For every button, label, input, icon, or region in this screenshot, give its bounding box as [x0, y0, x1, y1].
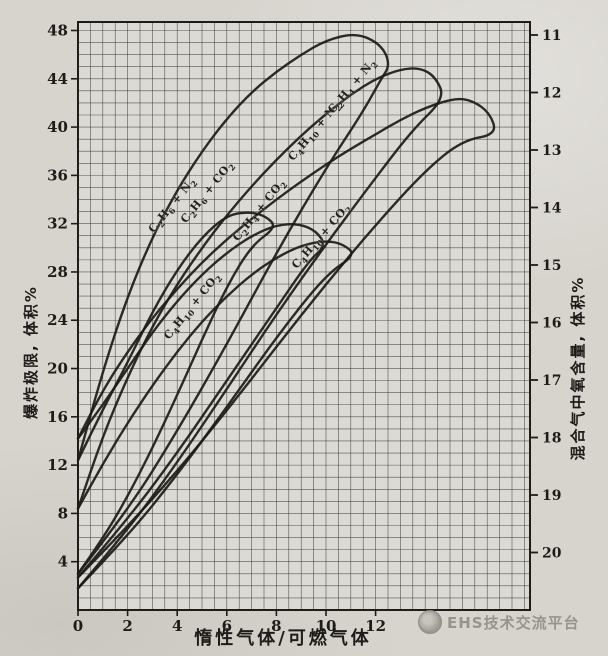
x-axis-title: 惰性气体/可燃气体 [194, 628, 372, 649]
x-tick-label: 10 [316, 617, 337, 635]
envelope-curve-C2H4+CO2 [76, 222, 325, 579]
y-right-tick-label: 13 [542, 143, 561, 159]
x-tick-label: 8 [271, 617, 281, 635]
x-tick-label: 12 [365, 617, 386, 635]
y-left-tick-label: 24 [47, 311, 68, 329]
watermark: EHS技术交流平台 [418, 610, 580, 634]
y-left-tick-label: 20 [47, 360, 68, 378]
y-right-tick-label: 14 [542, 201, 562, 217]
y-right-tick-label: 19 [542, 488, 561, 504]
y-left-tick-label: 12 [47, 456, 68, 474]
x-tick-label: 4 [172, 617, 182, 635]
y-left-tick-label: 16 [47, 408, 68, 426]
envelope-curve-C2H4+N2 [76, 97, 496, 579]
x-tick-label: 6 [222, 617, 232, 635]
y-right-tick-label: 12 [542, 86, 561, 102]
y-left-tick-label: 28 [47, 263, 68, 281]
y-right-tick-label: 18 [542, 431, 561, 447]
x-tick-label: 0 [73, 617, 83, 635]
y-left-tick-label: 4 [58, 553, 68, 571]
y-right-tick-label: 15 [542, 258, 561, 274]
y-left-tick-label: 8 [58, 504, 68, 522]
y-left-tick-label: 48 [47, 21, 68, 39]
y-right-tick-label: 20 [542, 546, 562, 562]
ehs-logo-icon [418, 610, 442, 634]
x-tick-label: 2 [122, 617, 132, 635]
y-left-tick-label: 32 [47, 215, 68, 233]
watermark-text: EHS技术交流平台 [447, 613, 580, 632]
plot-frame [77, 21, 531, 611]
y-axis-right-title: 混合气中氧含量, 体积% [569, 275, 587, 461]
y-left-tick-label: 44 [47, 70, 68, 88]
envelope-curve-C4H10+N2 [76, 67, 443, 590]
y-right-tick-label: 17 [542, 373, 561, 389]
y-left-tick-label: 36 [47, 166, 68, 184]
envelope-curve-C2H6+N2 [76, 33, 390, 575]
y-right-tick-label: 16 [542, 316, 561, 332]
y-right-tick-label: 11 [542, 28, 561, 44]
envelope-curve-C4H10+CO2 [76, 240, 353, 590]
y-axis-left-title: 爆炸极限, 体积% [22, 285, 40, 419]
y-left-tick-label: 40 [47, 118, 68, 136]
envelope-curve-C2H6+CO2 [76, 211, 275, 575]
